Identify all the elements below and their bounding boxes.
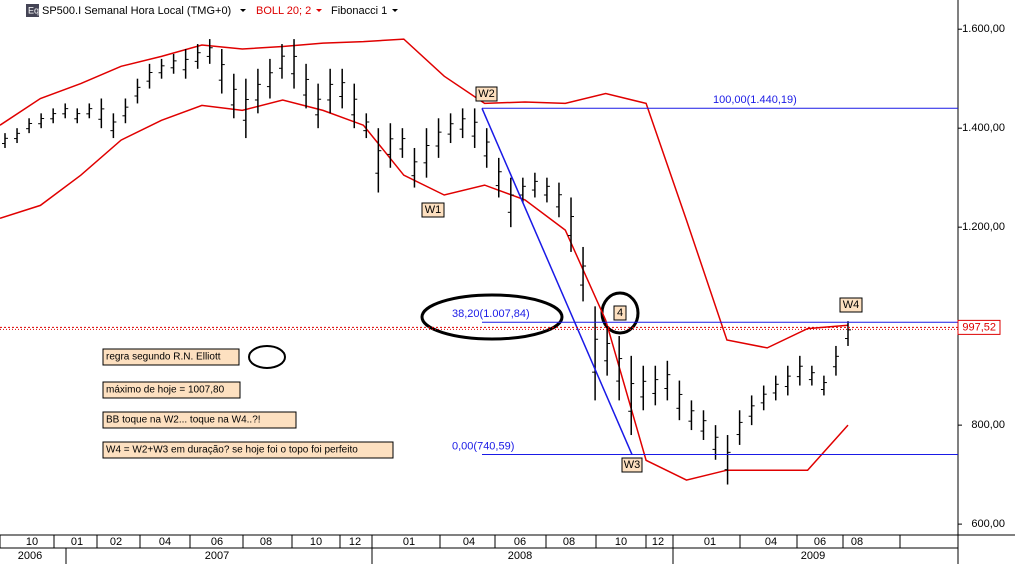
note-box — [102, 441, 394, 459]
month-label: 10 — [310, 536, 322, 548]
month-label: 01 — [403, 536, 415, 548]
bollinger-band — [0, 38, 849, 349]
wave-box — [839, 297, 863, 313]
month-label: 02 — [110, 536, 122, 548]
wave-label: W2 — [478, 88, 495, 100]
month-label: 12 — [349, 536, 361, 548]
dropdown[interactable] — [316, 9, 322, 12]
highlight-ellipse — [248, 345, 286, 369]
y-tick-label: 1.600,00 — [962, 23, 1005, 35]
bollinger-band — [0, 99, 849, 481]
wave-box — [421, 202, 445, 218]
month-label: 04 — [159, 536, 171, 548]
fib-label: 38,20(1.007,84) — [452, 308, 530, 320]
y-tick-label: 1.400,00 — [962, 122, 1005, 134]
month-label: 08 — [563, 536, 575, 548]
icon — [26, 4, 39, 17]
month-label: 04 — [765, 536, 777, 548]
note-box — [102, 411, 297, 429]
y-tick-label: 600,00 — [971, 518, 1005, 530]
year-label: 2006 — [18, 550, 42, 562]
y-tick-label: 800,00 — [971, 419, 1005, 431]
year-label: 2008 — [508, 550, 532, 562]
tool[interactable]: Fibonacci 1 — [331, 5, 387, 17]
month-label: 06 — [211, 536, 223, 548]
wave-label: 4 — [617, 307, 623, 319]
fib-trend — [481, 107, 633, 455]
note-box — [102, 381, 241, 399]
month-label: 08 — [851, 536, 863, 548]
month-label: 08 — [260, 536, 272, 548]
highlight-ellipse — [420, 293, 564, 341]
month-label: 12 — [652, 536, 664, 548]
wave-label: W3 — [624, 459, 641, 471]
y-tick-label: 1.200,00 — [962, 221, 1005, 233]
fib-label: 0,00(740,59) — [452, 440, 514, 452]
note-text: W4 = W2+W3 em duração? se hoje foi o top… — [106, 445, 358, 456]
month-label: 10 — [26, 536, 38, 548]
note-text: BB toque na W2... toque na W4..?! — [106, 415, 261, 426]
last-price-label: 997,52 — [962, 321, 996, 333]
last-price-box — [957, 319, 1001, 335]
note-text: máximo de hoje = 1007,80 — [106, 385, 225, 396]
dropdown[interactable] — [240, 9, 246, 12]
icon-text: Eq — [28, 5, 39, 15]
wave-box — [613, 305, 627, 321]
month-label: 01 — [704, 536, 716, 548]
wave-label: W1 — [425, 204, 442, 216]
month-label: 10 — [615, 536, 627, 548]
wave-box — [621, 457, 643, 473]
month-label: 04 — [463, 536, 475, 548]
indicator[interactable]: BOLL 20; 2 — [256, 5, 311, 17]
wave-box — [475, 86, 498, 102]
fib-label: 100,00(1.440,19) — [713, 94, 797, 106]
year-label: 2007 — [205, 550, 229, 562]
note-box — [102, 348, 240, 366]
year-label: 2009 — [801, 550, 825, 562]
symbol[interactable]: SP500.I Semanal Hora Local (TMG+0) — [42, 5, 231, 17]
wave-label: W4 — [843, 299, 860, 311]
month-label: 01 — [71, 536, 83, 548]
dropdown[interactable] — [392, 9, 398, 12]
month-label: 06 — [814, 536, 826, 548]
note-text: regra segundo R.N. Elliott — [106, 352, 221, 363]
month-label: 06 — [514, 536, 526, 548]
